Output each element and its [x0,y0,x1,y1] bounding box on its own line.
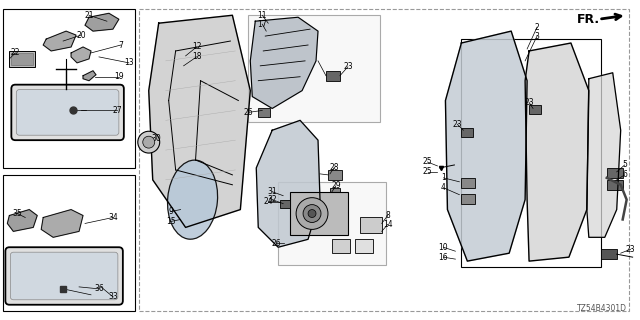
Bar [360,218,381,233]
Text: 28: 28 [329,164,339,172]
Circle shape [296,198,328,229]
FancyBboxPatch shape [5,247,123,305]
Text: 15: 15 [166,217,175,226]
Circle shape [308,210,316,218]
Text: 26: 26 [243,108,253,117]
Text: 23: 23 [343,62,353,71]
Text: TZ54B4301D: TZ54B4301D [577,304,627,313]
Ellipse shape [168,160,218,239]
Text: 23: 23 [452,120,462,129]
Bar [601,249,617,259]
Circle shape [143,136,155,148]
FancyBboxPatch shape [12,85,124,140]
Text: 1: 1 [441,173,446,182]
Bar [461,194,476,204]
Polygon shape [525,43,589,261]
Bar [3,9,135,168]
Text: 3: 3 [534,32,540,41]
Bar [290,192,348,235]
Text: 8: 8 [385,211,390,220]
Text: 10: 10 [438,243,448,252]
Polygon shape [445,31,527,261]
Polygon shape [44,31,76,51]
Text: 31: 31 [268,187,277,196]
Circle shape [303,204,321,222]
Bar [12,53,33,65]
Text: 23: 23 [524,98,534,107]
Bar [326,71,340,81]
Bar [355,239,372,253]
Text: 2: 2 [534,23,540,32]
Bar [607,168,623,178]
Text: 29: 29 [331,181,340,190]
Text: 16: 16 [438,253,448,262]
Text: 18: 18 [192,52,202,61]
Text: 36: 36 [94,284,104,293]
Bar [461,39,601,267]
Polygon shape [587,73,621,237]
Bar [461,178,476,188]
Text: 9: 9 [168,207,173,216]
Text: 5: 5 [622,160,627,170]
Bar [607,180,623,190]
Bar [332,239,350,253]
Text: 21: 21 [84,11,93,20]
Circle shape [138,131,160,153]
Polygon shape [71,47,91,63]
FancyBboxPatch shape [17,90,119,135]
Text: 24: 24 [264,197,273,206]
Bar [3,175,135,311]
Bar [10,51,35,67]
Text: 34: 34 [108,213,118,222]
Polygon shape [41,210,83,237]
Text: 17: 17 [257,20,267,29]
FancyBboxPatch shape [10,252,118,300]
Bar [529,106,541,114]
Text: 4: 4 [441,183,446,192]
Text: 27: 27 [112,106,122,115]
Text: FR.: FR. [577,13,600,26]
Text: 19: 19 [114,72,124,81]
Bar [461,128,474,137]
Text: 13: 13 [124,58,134,67]
Text: 14: 14 [383,220,392,229]
Text: 6: 6 [622,170,627,180]
Bar [280,200,290,208]
Bar [328,170,342,180]
Text: 26: 26 [271,239,281,248]
Polygon shape [148,15,250,228]
Bar [248,15,380,122]
Text: 25: 25 [422,167,433,176]
Text: 35: 35 [12,209,22,218]
Text: 25: 25 [422,157,433,166]
Bar [330,188,340,196]
Polygon shape [85,13,119,31]
Bar [259,108,270,117]
Text: 22: 22 [11,48,20,57]
Text: 30: 30 [152,134,161,143]
Polygon shape [250,17,318,108]
Bar [278,182,386,265]
Text: 12: 12 [192,43,202,52]
Bar [139,9,628,311]
Polygon shape [83,71,96,81]
Polygon shape [256,120,320,247]
Text: 32: 32 [268,195,277,204]
Text: 11: 11 [257,11,267,20]
Text: 20: 20 [76,31,86,40]
Text: 7: 7 [118,41,124,50]
Polygon shape [8,210,37,231]
Text: 23: 23 [626,245,636,254]
Text: 33: 33 [108,292,118,301]
